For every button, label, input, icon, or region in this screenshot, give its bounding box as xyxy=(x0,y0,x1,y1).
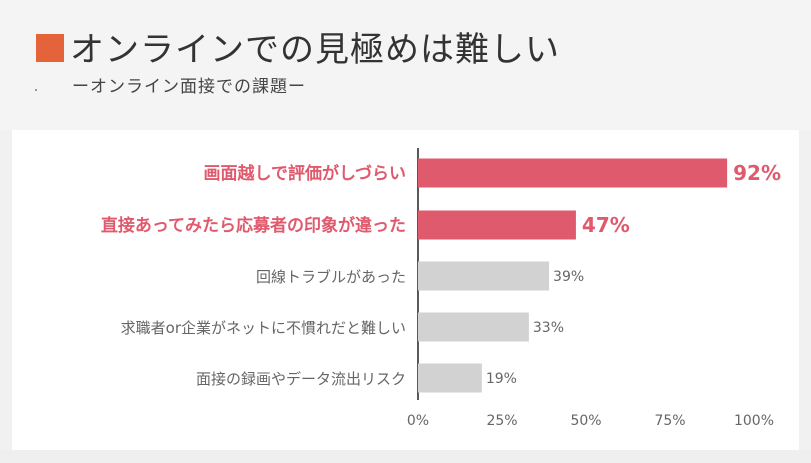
category-label-5: 面接の録画やデータ流出リスク xyxy=(196,370,406,388)
value-label-2: 47% xyxy=(582,213,630,237)
chart-panel: 画面越しで評価がしづらい 92% 直接あってみたら応募者の印象が違った 47% 回線トラ… xyxy=(12,130,799,450)
title-square-icon xyxy=(36,34,64,62)
bar-2 xyxy=(418,210,576,240)
value-label-3: 39% xyxy=(553,269,584,285)
bar-3 xyxy=(418,261,550,291)
header: オンラインでの見極めは難しい ーオンライン面接での課題ー xyxy=(0,0,811,130)
value-label-1: 92% xyxy=(733,161,781,185)
x-tick-label-3: 50% xyxy=(570,413,601,429)
value-label-4: 33% xyxy=(533,320,564,336)
x-tick-label-1: 0% xyxy=(407,413,429,429)
decorative-dot xyxy=(35,89,37,91)
bar-chart: 画面越しで評価がしづらい 92% 直接あってみたら応募者の印象が違った 47% 回線トラ… xyxy=(101,148,781,429)
footer-band xyxy=(0,450,811,463)
value-label-5: 19% xyxy=(486,371,517,387)
category-label-3: 回線トラブルがあった xyxy=(256,268,406,286)
bar-1 xyxy=(418,158,728,188)
x-tick-label-2: 25% xyxy=(486,413,517,429)
bar-4 xyxy=(418,312,529,342)
page-title: オンラインでの見極めは難しい xyxy=(70,30,560,70)
bar-5 xyxy=(418,363,482,393)
category-label-2: 直接あってみたら応募者の印象が違った xyxy=(101,215,406,236)
category-label-1: 画面越しで評価がしづらい xyxy=(204,163,406,184)
title-square-shape xyxy=(36,34,64,62)
x-tick-label-4: 75% xyxy=(654,413,685,429)
page-subtitle: ーオンライン面接での課題ー xyxy=(72,77,306,97)
category-label-4: 求職者or企業がネットに不慣れだと難しい xyxy=(121,319,406,337)
x-tick-label-5: 100% xyxy=(734,413,774,429)
